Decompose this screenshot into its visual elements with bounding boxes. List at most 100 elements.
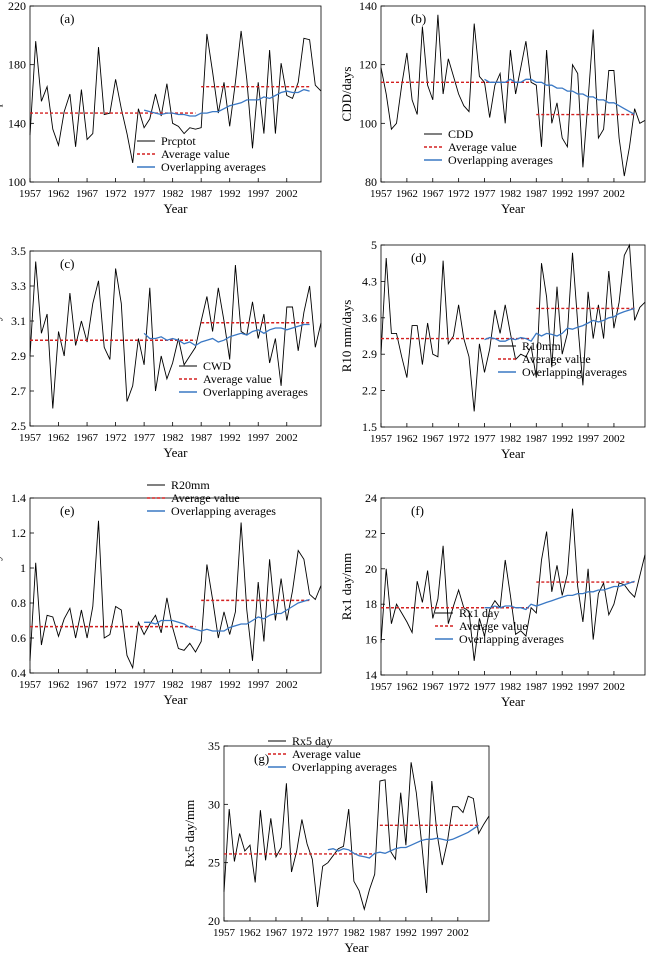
x-tick-label: 1997 xyxy=(577,681,600,693)
x-tick-label: 1992 xyxy=(395,927,417,939)
y-tick-label: 2.9 xyxy=(11,349,26,363)
series-overlap xyxy=(143,88,310,117)
x-tick-label: 1997 xyxy=(247,432,270,444)
panel-f: 14 16 18 20 22 24 1957 1962 1967 1972 1977 1982 1987… xyxy=(339,491,646,709)
x-tick-label: 1987 xyxy=(190,679,213,691)
x-tick-label: 1967 xyxy=(422,433,445,445)
y-tick-label: 14 xyxy=(365,668,377,682)
x-tick-label: 1982 xyxy=(162,188,184,200)
y-tick-label: 120 xyxy=(359,58,377,72)
y-tick-label: 2.2 xyxy=(362,384,377,398)
x-tick-label: 1957 xyxy=(19,188,42,200)
plot-frame xyxy=(380,5,646,183)
x-axis-label: Year xyxy=(164,692,189,707)
x-tick-label: 1982 xyxy=(499,681,521,693)
observed-line xyxy=(29,261,322,409)
x-tick-label: 1987 xyxy=(525,681,548,693)
overlap-line xyxy=(484,307,635,343)
overlap-line xyxy=(143,88,310,117)
series-average xyxy=(30,599,310,628)
legend-label: Average value xyxy=(448,140,517,154)
legend-label: R20mm xyxy=(171,478,210,492)
x-tick-label: 1962 xyxy=(48,432,70,444)
panel-d: 1.5 2.2 2.9 3.6 4.3 5 1957 1962 1967 1972 1977 1982… xyxy=(339,238,646,461)
y-tick-label: 1.4 xyxy=(11,491,26,505)
x-tick-label: 1992 xyxy=(551,433,573,445)
legend-label: Average value xyxy=(292,747,361,761)
legend-label: Overlapping averages xyxy=(161,160,266,174)
plot-frame xyxy=(29,250,322,427)
y-axis-label: Prcptot/mm xyxy=(0,63,3,124)
y-axis-label: Rx1 day/mm xyxy=(339,553,354,621)
observed-line xyxy=(380,508,646,661)
x-tick-label: 1972 xyxy=(448,681,470,693)
y-tick-label: 2.9 xyxy=(362,347,377,361)
x-tick-label: 1967 xyxy=(422,681,445,693)
y-tick-label: 30 xyxy=(208,797,220,811)
observed-line xyxy=(380,243,646,412)
y-tick-label: 140 xyxy=(359,0,377,13)
legend-label: Overlapping averages xyxy=(459,632,564,646)
x-tick-label: 2002 xyxy=(276,679,298,691)
x-tick-label: 1977 xyxy=(133,432,156,444)
series-observed xyxy=(380,243,646,412)
x-axis-label: Year xyxy=(345,940,370,955)
observed-line xyxy=(29,520,322,670)
x-tick-label: 1992 xyxy=(551,681,573,693)
plot-frame xyxy=(29,497,322,674)
plot-frame xyxy=(380,244,646,428)
x-tick-label: 1967 xyxy=(76,432,99,444)
y-axis-label: Rx5 day/mm xyxy=(182,800,197,868)
x-tick-label: 1962 xyxy=(239,927,261,939)
series-overlap xyxy=(484,580,635,611)
x-tick-label: 1992 xyxy=(219,188,241,200)
series-observed xyxy=(29,261,322,409)
y-tick-label: 24 xyxy=(365,491,377,505)
legend-label: CDD xyxy=(448,127,474,141)
series-observed xyxy=(223,762,490,912)
x-tick-label: 2002 xyxy=(276,188,298,200)
legend-label: Average value xyxy=(171,491,240,505)
y-axis-label: CDD/days xyxy=(339,67,354,122)
plot-frame xyxy=(380,497,646,676)
panel-label: (a) xyxy=(60,11,74,26)
x-tick-label: 1957 xyxy=(19,679,42,691)
series-overlap xyxy=(144,598,310,632)
observed-line xyxy=(29,30,322,163)
overlap-line xyxy=(327,824,479,859)
x-axis-label: Year xyxy=(501,201,526,216)
x-tick-label: 1987 xyxy=(190,432,213,444)
series-observed xyxy=(380,508,646,661)
x-tick-label: 1957 xyxy=(370,681,393,693)
y-tick-label: 1.5 xyxy=(362,420,377,434)
series-observed xyxy=(29,30,322,163)
plot-frame xyxy=(29,5,322,183)
observed-line xyxy=(223,762,490,912)
x-tick-label: 1957 xyxy=(370,188,393,200)
x-tick-label: 1957 xyxy=(19,432,42,444)
y-tick-label: 20 xyxy=(208,914,220,928)
legend-label: Overlapping averages xyxy=(448,153,553,167)
x-tick-label: 1972 xyxy=(105,188,127,200)
x-tick-label: 1982 xyxy=(343,927,365,939)
panel-label: (c) xyxy=(60,256,74,271)
x-tick-label: 1972 xyxy=(105,432,127,444)
x-tick-label: 1962 xyxy=(48,188,70,200)
x-tick-label: 1977 xyxy=(133,188,156,200)
x-tick-label: 1987 xyxy=(525,433,548,445)
y-tick-label: 180 xyxy=(8,58,26,72)
series-average xyxy=(224,824,479,855)
x-tick-label: 1987 xyxy=(190,188,213,200)
x-tick-label: 2002 xyxy=(603,433,625,445)
x-tick-label: 1967 xyxy=(76,679,99,691)
panel-label: (g) xyxy=(254,751,269,766)
panel-g: 20 25 30 35 1957 1962 1967 1972 1977 1982 1987 1992… xyxy=(182,734,490,955)
legend-label: Prcptot xyxy=(161,134,196,148)
x-axis-label: Year xyxy=(164,201,189,216)
series-overlap xyxy=(327,824,479,859)
y-tick-label: 2.5 xyxy=(11,419,26,433)
